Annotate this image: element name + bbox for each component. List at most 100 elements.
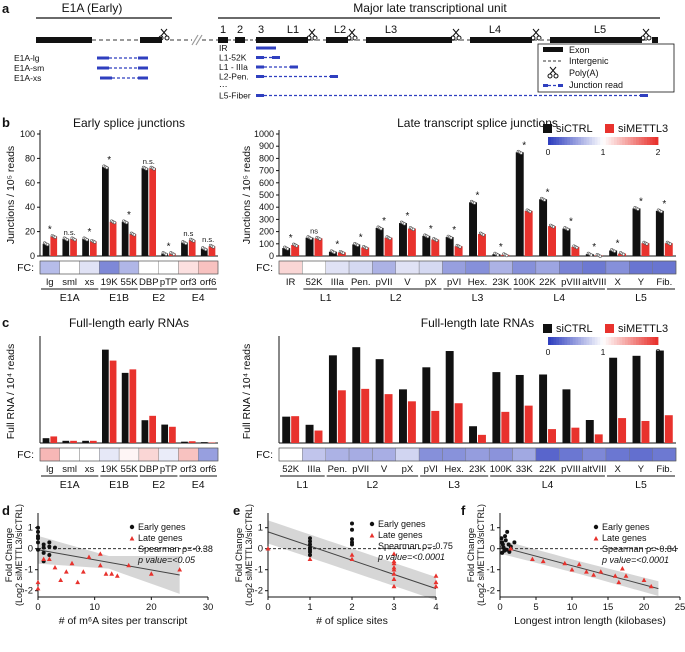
polya-scissors-icon <box>450 28 462 41</box>
bar-siCTRL <box>655 210 664 256</box>
p-value-label: p value=<0.0001 <box>377 552 445 562</box>
late-gene-point <box>391 551 397 556</box>
exon-block <box>366 37 452 43</box>
bar-siMETTL3 <box>169 426 176 443</box>
replicate-dot <box>211 245 216 249</box>
fc-heat-cell <box>178 447 199 462</box>
early-gene-point <box>500 542 505 547</box>
late-gene-point <box>576 561 582 567</box>
y-axis-label: Full RNA / 10⁴ reads <box>241 344 253 440</box>
replicate-dot <box>318 237 322 241</box>
replicate-dot <box>105 166 109 170</box>
bar-siCTRL <box>352 347 361 443</box>
y-axis-label: Full RNA / 10⁴ reads <box>5 344 17 440</box>
x-tick-label: 0 <box>35 602 40 613</box>
category-label: DBP <box>139 277 159 288</box>
scissor-handle <box>450 35 456 41</box>
replicate-dot <box>528 210 532 214</box>
x-tick-label: 5 <box>533 602 538 613</box>
bar-siMETTL3 <box>70 440 77 443</box>
category-label: xs <box>85 277 95 288</box>
replicate-dot <box>612 249 617 253</box>
late-gene-label: L2 <box>334 24 346 36</box>
colorbar-mid-label: 1 <box>601 147 606 157</box>
category-label: pX <box>402 464 414 475</box>
legend-polya-label: Poly(A) <box>569 68 599 78</box>
significance-label: * <box>107 155 111 166</box>
legend-junction-swatch <box>558 84 563 87</box>
fc-strip-frame <box>278 260 677 275</box>
y-tick-label: 0 <box>258 544 263 555</box>
late-gene-point <box>265 546 271 551</box>
late-gene-point <box>35 586 41 591</box>
early-gene-point <box>505 529 510 534</box>
replicate-dot <box>341 251 345 255</box>
fc-heat-cell <box>465 260 490 275</box>
leader-exon-block <box>235 37 245 43</box>
replicate-dot <box>309 236 313 241</box>
colorbar-segment <box>649 137 653 145</box>
category-label: Fib. <box>656 277 672 288</box>
bar-siCTRL <box>82 238 89 256</box>
significance-label: n.s <box>183 229 193 238</box>
scissor-blade <box>308 28 316 37</box>
x-tick-label: 1 <box>307 602 312 613</box>
category-label: altVIII <box>582 277 606 288</box>
scissor-handle <box>553 73 559 79</box>
bar-siCTRL <box>515 152 524 256</box>
category-label: IIIa <box>307 464 321 475</box>
bar-siCTRL <box>305 424 314 443</box>
bar-siMETTL3 <box>548 429 556 443</box>
bar-siMETTL3 <box>571 427 580 443</box>
legend-early-marker <box>369 521 375 527</box>
scissor-handle <box>536 35 542 41</box>
category-label: sml <box>62 464 77 475</box>
significance-label: ns <box>310 227 318 236</box>
y-tick-label: 0 <box>30 251 35 261</box>
fc-heat-cell <box>138 260 159 275</box>
polya-scissors-icon <box>158 28 170 41</box>
bar-siMETTL3 <box>291 245 300 256</box>
significance-label: * <box>405 211 409 222</box>
leader-exon-block <box>218 37 228 43</box>
bar-siMETTL3 <box>89 241 97 256</box>
colorbar-segment <box>655 137 659 145</box>
early-gene-point <box>308 536 312 541</box>
late-gene-point <box>562 560 568 566</box>
early-gene-point <box>47 544 52 549</box>
legend-early-label: Early genes <box>138 522 186 532</box>
early-gene-point <box>53 545 57 550</box>
category-label: orf3 <box>180 277 196 288</box>
bar-siMETTL3 <box>454 246 463 256</box>
category-label: 55K <box>121 464 139 475</box>
fc-heat-cell <box>535 447 560 462</box>
category-label: 22K <box>539 277 557 288</box>
colorbar-max-label: 2 <box>656 347 661 357</box>
colorbar-segment <box>622 137 626 145</box>
bar-siCTRL <box>82 440 89 443</box>
colorbar-segment <box>619 137 623 145</box>
colorbar-segment <box>600 137 604 145</box>
spearman-rho-label: Spearman ρ=-0.75 <box>378 541 453 551</box>
early-gene-point <box>36 540 40 545</box>
bar-siCTRL <box>375 359 384 443</box>
category-label: lg <box>46 277 53 288</box>
colorbar-segment <box>553 137 557 145</box>
fc-heat-cell <box>348 260 373 275</box>
colorbar-segment <box>644 137 648 145</box>
late-gene-point <box>391 583 397 589</box>
category-label: orf6 <box>200 277 216 288</box>
scissor-handle <box>640 35 646 41</box>
fc-heat-cell <box>488 260 513 275</box>
fc-heat-cell <box>79 260 100 275</box>
replicate-dot <box>73 238 77 242</box>
colorbar-segment <box>649 337 653 345</box>
category-label: Fib. <box>656 464 672 475</box>
late-gene-point <box>508 546 514 551</box>
group-label: E2 <box>152 292 165 304</box>
bar-siCTRL <box>141 168 149 256</box>
colorbar-segment <box>638 137 642 145</box>
category-label: sml <box>62 277 77 288</box>
colorbar-segment <box>600 337 604 345</box>
